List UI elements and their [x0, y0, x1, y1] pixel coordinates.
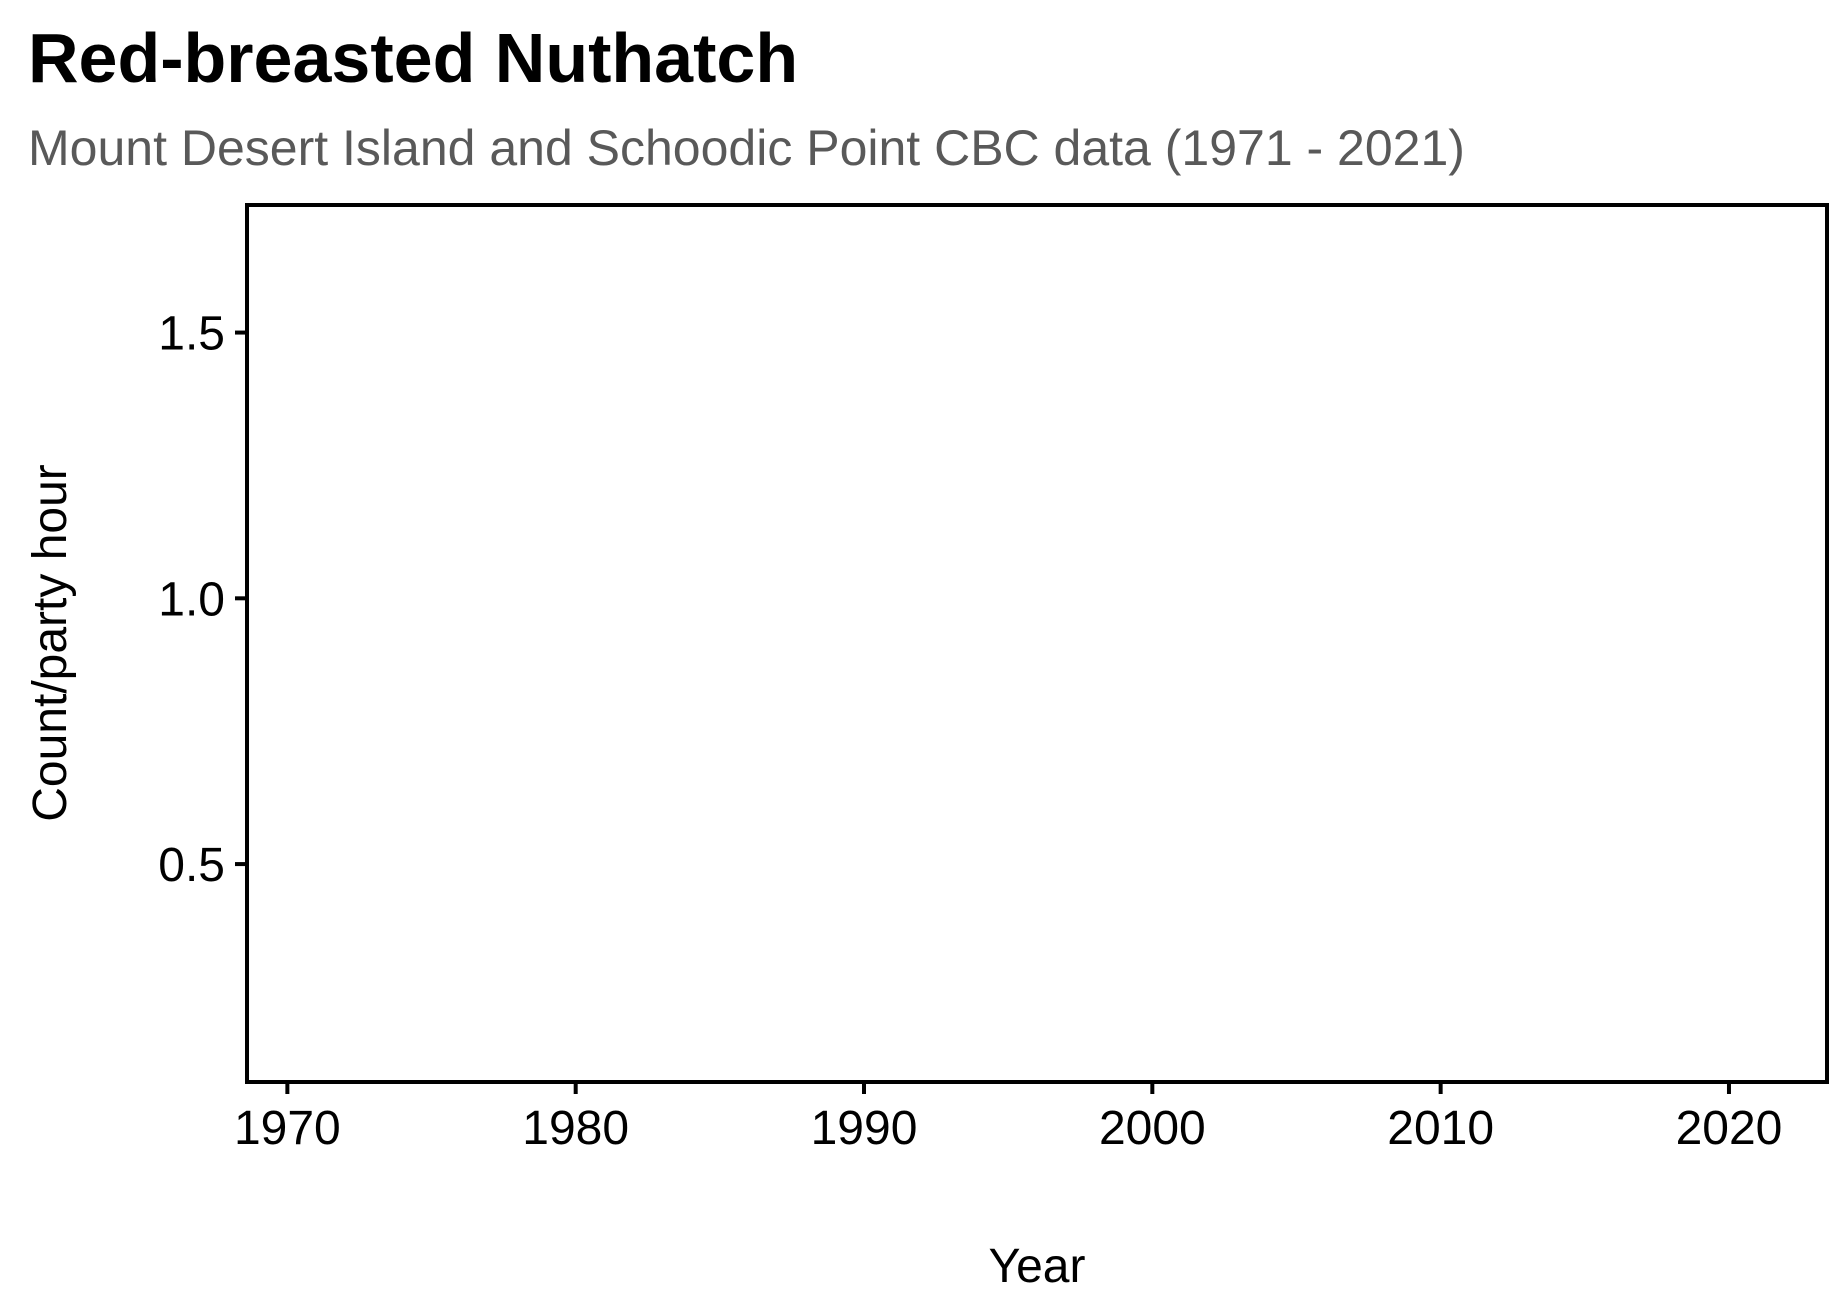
- chart-title: Red-breasted Nuthatch: [28, 19, 798, 97]
- x-tick-label: 2020: [1676, 1102, 1783, 1155]
- y-tick-label: 0.5: [158, 839, 225, 892]
- plot-panel: [245, 203, 1829, 1084]
- chart-subtitle: Mount Desert Island and Schoodic Point C…: [28, 120, 1465, 176]
- y-axis: 0.5 1.0 1.5: [158, 308, 247, 892]
- y-axis-label: Count/party hour: [24, 464, 77, 822]
- x-tick-label: 1980: [522, 1102, 629, 1155]
- x-axis-label: Year: [989, 1240, 1086, 1293]
- x-tick-label: 1970: [234, 1102, 341, 1155]
- y-tick-label: 1.0: [158, 573, 225, 626]
- x-axis: 1970 1980 1990 2000 2010 2020: [234, 1082, 1782, 1155]
- y-tick-label: 1.5: [158, 308, 225, 361]
- x-tick-label: 1990: [811, 1102, 918, 1155]
- x-tick-label: 2010: [1387, 1102, 1494, 1155]
- x-tick-label: 2000: [1099, 1102, 1206, 1155]
